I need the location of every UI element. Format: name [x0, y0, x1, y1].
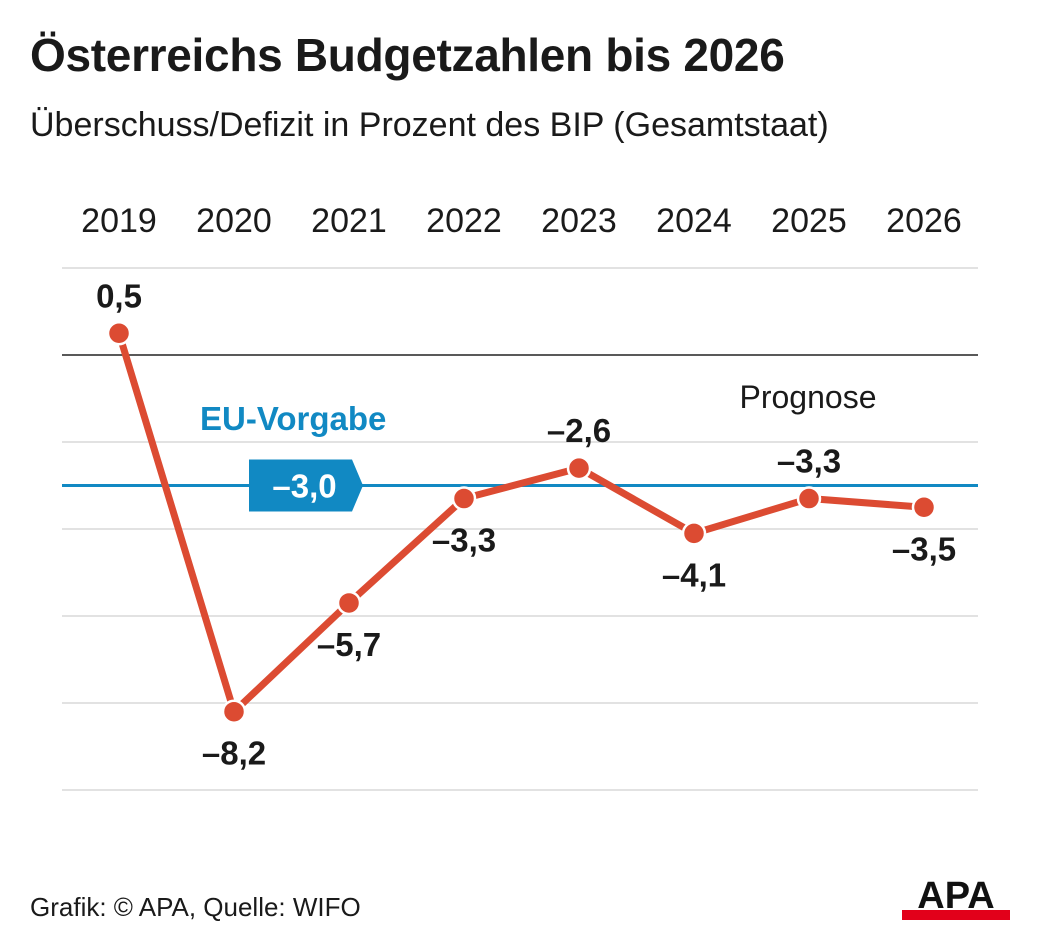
data-point [221, 699, 247, 724]
eu-reference-value: –3,0 [272, 468, 336, 505]
data-series [106, 321, 937, 724]
data-label: –3,5 [892, 530, 956, 567]
data-point [911, 495, 937, 520]
x-tick-label: 2022 [426, 202, 502, 240]
x-tick-label: 2019 [81, 202, 157, 240]
x-tick-label: 2023 [541, 202, 617, 240]
data-label: –8,2 [202, 735, 266, 772]
source-credit: Grafik: © APA, Quelle: WIFO [30, 892, 361, 922]
x-tick-label: 2026 [886, 202, 962, 240]
apa-logo: APA [902, 876, 1010, 920]
x-tick-label: 2020 [196, 202, 272, 240]
x-tick-label: 2025 [771, 202, 847, 240]
series-line [115, 329, 928, 716]
eu-reference-tag [249, 459, 363, 512]
chart-title: Österreichs Budgetzahlen bis 2026 [30, 29, 785, 81]
eu-reference-name: EU-Vorgabe [200, 400, 386, 437]
gridlines [62, 267, 978, 791]
data-point [451, 486, 477, 511]
x-tick-label: 2024 [656, 202, 732, 240]
data-label: –3,3 [432, 522, 496, 559]
prognose-annotation: Prognose [740, 379, 877, 415]
data-labels: 0,5 –8,2 –5,7 –3,3 –2,6 –4,1 –3,3 –3,5 [96, 277, 956, 771]
x-tick-label: 2021 [311, 202, 387, 240]
x-tick-labels: 2019 2020 2021 2022 2023 2024 2025 2026 [81, 202, 962, 240]
data-label: –2,6 [547, 412, 611, 449]
data-point [566, 455, 592, 481]
data-point [681, 521, 707, 546]
data-point [796, 486, 822, 511]
chart-subtitle: Überschuss/Defizit in Prozent des BIP (G… [30, 106, 829, 144]
data-label: 0,5 [96, 277, 142, 314]
data-label: –5,7 [317, 626, 381, 663]
data-point [106, 321, 132, 346]
data-label: –4,1 [662, 556, 726, 593]
data-point [336, 590, 362, 616]
data-label: –3,3 [777, 443, 841, 480]
